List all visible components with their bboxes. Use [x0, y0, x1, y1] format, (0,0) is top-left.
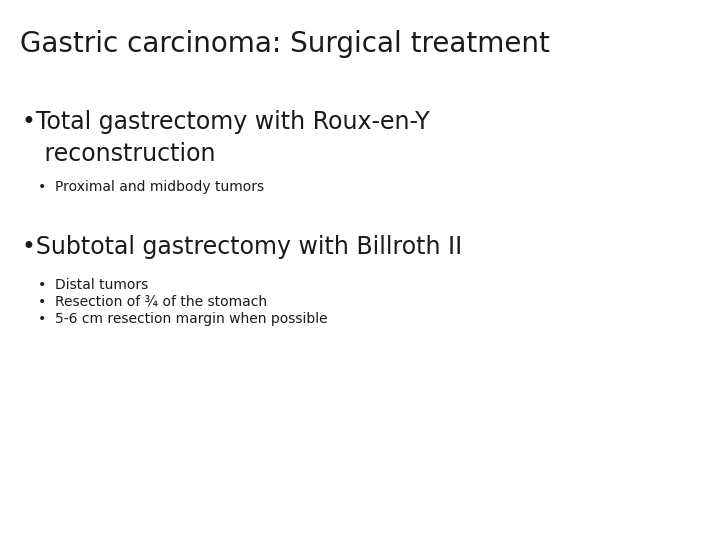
Text: •  Proximal and midbody tumors: • Proximal and midbody tumors — [38, 180, 264, 194]
Text: •  Distal tumors: • Distal tumors — [38, 278, 148, 292]
Text: •  5-6 cm resection margin when possible: • 5-6 cm resection margin when possible — [38, 312, 328, 326]
Text: •Subtotal gastrectomy with Billroth II: •Subtotal gastrectomy with Billroth II — [22, 235, 462, 259]
Text: •  Resection of ¾ of the stomach: • Resection of ¾ of the stomach — [38, 295, 267, 309]
Text: •Total gastrectomy with Roux-en-Y
   reconstruction: •Total gastrectomy with Roux-en-Y recons… — [22, 110, 430, 166]
Text: Gastric carcinoma: Surgical treatment: Gastric carcinoma: Surgical treatment — [20, 30, 550, 58]
